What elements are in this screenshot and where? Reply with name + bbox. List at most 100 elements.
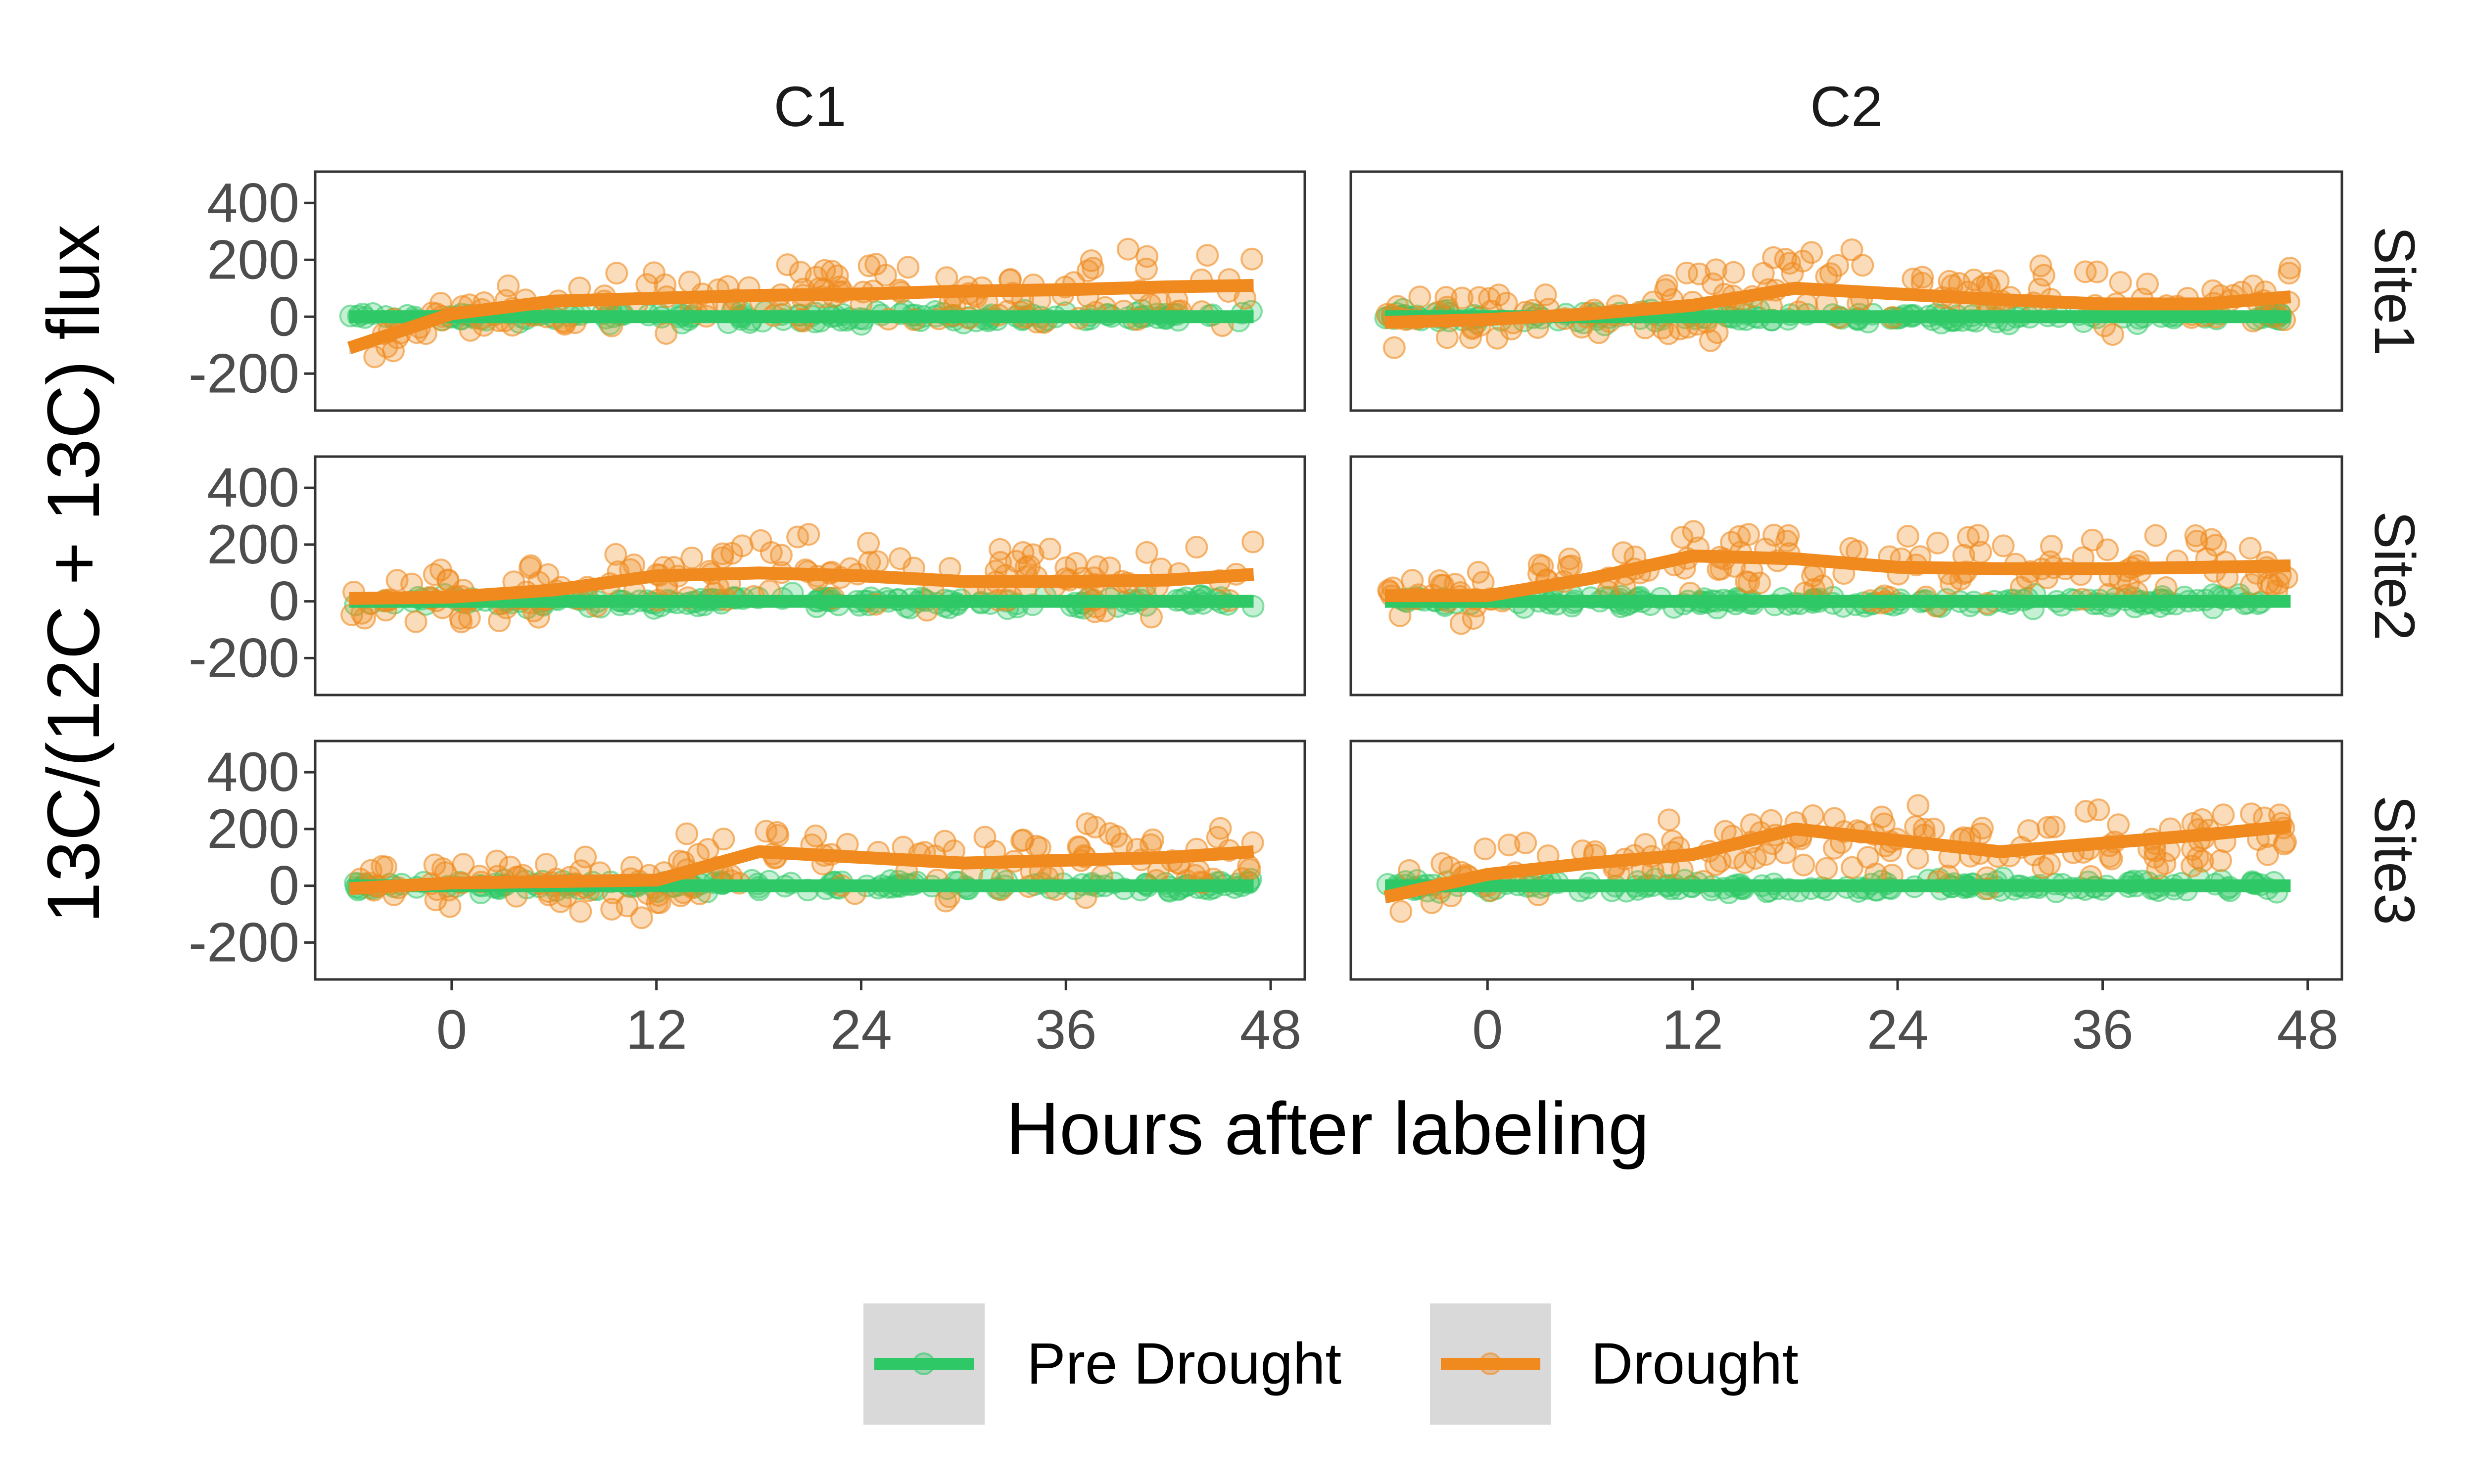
drought-point: [450, 610, 473, 634]
drought-point: [1896, 525, 1919, 548]
drought-point: [1737, 523, 1760, 546]
drought-point: [1241, 530, 1265, 554]
drought-point: [605, 262, 628, 285]
facet-label-Site2: Site2: [2363, 511, 2426, 641]
drought-point: [359, 859, 382, 882]
legend-key-point: [912, 1352, 935, 1375]
drought-point: [1841, 856, 1864, 879]
drought-point: [1840, 238, 1863, 261]
drought-point: [1110, 833, 1134, 856]
drought-point: [2238, 537, 2262, 560]
legend-key-point: [1479, 1352, 1502, 1375]
drought-point: [2101, 323, 2124, 346]
facet-label-Site3: Site3: [2363, 795, 2426, 925]
drought-point: [1462, 607, 1485, 630]
x-tick-label: 36: [2072, 999, 2134, 1061]
drought-point: [1657, 322, 1680, 345]
drought-point: [1904, 815, 1927, 838]
drought-point: [675, 822, 699, 845]
drought-point: [2043, 815, 2066, 838]
drought-point: [1449, 612, 1473, 635]
drought-point: [488, 609, 511, 632]
y-axis-title: 13C/(12C + 13C) flux: [32, 224, 115, 923]
drought-point: [2212, 803, 2235, 827]
x-tick-label: 48: [2277, 999, 2339, 1061]
drought-point: [549, 890, 572, 913]
drought-point: [1388, 604, 1412, 627]
drought-point: [436, 569, 460, 592]
drought-point: [1010, 829, 1034, 852]
drought-point: [385, 569, 409, 592]
drought-point: [1021, 543, 1045, 566]
drought-point: [527, 605, 550, 629]
drought-line-C2-Site1: [1384, 281, 2291, 329]
drought-point: [1185, 536, 1208, 559]
drought-point: [2031, 856, 2054, 879]
drought-point: [2180, 854, 2203, 878]
y-tick-label: 0: [269, 570, 299, 632]
drought-point: [353, 606, 376, 630]
y-tick-label: 0: [269, 855, 299, 917]
y-tick-label: -200: [189, 627, 299, 689]
drought-point: [630, 906, 653, 929]
drought-point: [404, 610, 428, 633]
drought-point: [1754, 843, 1777, 866]
drought-point: [1819, 262, 1842, 285]
drought-point: [1534, 283, 1557, 307]
drought-line-C2-Site3: [1383, 820, 2291, 904]
panel-frames: [314, 170, 2343, 981]
drought-point: [1906, 846, 1929, 870]
drought-point: [1116, 237, 1140, 261]
drought-point: [711, 542, 734, 565]
drought-point: [569, 900, 592, 923]
y-tick-label: 400: [207, 741, 299, 803]
legend-label: Pre Drought: [1027, 1331, 1341, 1396]
x-tick-label: 0: [436, 999, 467, 1061]
drought-point: [889, 547, 912, 570]
drought-point: [712, 828, 735, 851]
drought-point: [1992, 534, 2015, 557]
drought-point: [1420, 891, 1443, 914]
drought-point: [1240, 247, 1264, 271]
drought-point: [1856, 846, 1880, 869]
drought-point: [1389, 900, 1413, 923]
drought-point: [1735, 570, 1758, 594]
drought-point: [1987, 269, 2010, 292]
drought-point: [1474, 837, 1497, 861]
panel-bg-C2-Site2: [1351, 457, 2342, 695]
drought-point: [680, 546, 704, 569]
drought-point: [2239, 802, 2263, 826]
drought-point: [1140, 605, 1163, 629]
drought-point: [1076, 812, 1099, 835]
drought-point: [1962, 268, 1986, 291]
drought-point: [1135, 257, 1158, 280]
drought-point: [1196, 244, 1219, 267]
drought-point: [438, 895, 462, 918]
drought-point: [769, 544, 793, 567]
drought-point: [1398, 859, 1421, 882]
drought-point: [2017, 819, 2040, 842]
drought-point: [1774, 248, 1797, 271]
drought-point: [2096, 538, 2119, 561]
x-tick-label: 24: [830, 999, 892, 1061]
drought-point: [857, 531, 880, 555]
drought-point: [2144, 524, 2167, 547]
y-tick-label: 0: [269, 285, 299, 347]
y-tick-label: 200: [207, 798, 299, 860]
drought-point: [1514, 831, 1537, 854]
drought-point: [1408, 285, 1431, 309]
drought-point: [2032, 264, 2055, 287]
drought-point: [1688, 262, 1711, 285]
legend: Pre Drought Drought: [863, 1303, 1799, 1425]
x-tick-label: 0: [1472, 999, 1503, 1061]
drought-point: [1722, 261, 1745, 284]
drought-point: [574, 845, 597, 869]
drought-point: [1135, 541, 1158, 564]
drought-point: [604, 543, 627, 566]
drought-point: [1401, 569, 1424, 592]
drought-point: [2260, 573, 2283, 597]
drought-point: [1775, 529, 1799, 553]
drought-point: [1382, 336, 1406, 359]
